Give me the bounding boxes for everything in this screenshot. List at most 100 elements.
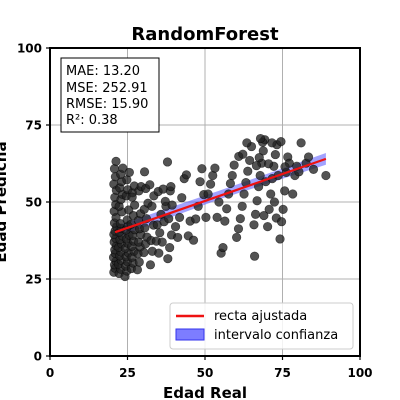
data-point: [280, 186, 290, 196]
data-point: [269, 197, 280, 207]
stats-mse: MSE: 252.91: [66, 81, 148, 96]
data-point: [188, 235, 199, 245]
data-point: [214, 197, 224, 207]
data-point: [276, 137, 286, 147]
data-point: [263, 159, 274, 169]
data-point: [212, 212, 222, 222]
legend-band-swatch: [175, 328, 205, 341]
data-point: [266, 189, 276, 199]
data-point: [132, 265, 143, 275]
x-tick-label: 25: [119, 366, 136, 380]
data-point: [278, 204, 288, 214]
data-point: [173, 232, 183, 243]
data-point: [308, 164, 319, 174]
data-point: [255, 170, 265, 181]
data-point: [139, 247, 149, 258]
data-point: [252, 196, 262, 206]
data-point: [145, 260, 156, 270]
stats-mae: MAE: 13.20: [66, 64, 140, 79]
data-point: [174, 212, 185, 222]
data-point: [239, 189, 249, 199]
data-point: [275, 234, 285, 244]
data-point: [145, 180, 155, 190]
data-point: [254, 153, 264, 163]
legend-frame: [169, 302, 354, 350]
data-point: [280, 162, 290, 172]
data-point: [222, 204, 232, 214]
x-tick-label: 75: [274, 366, 291, 380]
data-point: [203, 189, 213, 199]
data-point: [147, 201, 157, 211]
data-point: [238, 149, 248, 159]
data-point: [235, 214, 245, 224]
stats-r2: R²: 0.38: [66, 113, 118, 128]
data-point: [276, 217, 287, 227]
data-point: [124, 167, 134, 178]
data-point: [303, 152, 314, 162]
data-point: [201, 212, 211, 222]
data-point: [111, 156, 121, 166]
data-point: [154, 248, 164, 258]
data-point: [197, 164, 207, 174]
data-point: [163, 254, 173, 264]
data-point: [181, 170, 191, 180]
data-point: [255, 133, 266, 144]
data-point: [233, 224, 244, 234]
axis-ticks: 0 25 50 75 100 0 25 50 75 100: [17, 42, 373, 381]
data-point: [218, 242, 228, 253]
data-point: [251, 161, 262, 171]
y-tick-label: 75: [25, 119, 42, 133]
data-point: [166, 182, 176, 192]
x-tick-label: 0: [46, 366, 54, 380]
data-point: [225, 178, 236, 189]
data-point: [139, 167, 150, 177]
stats-box: MAE: 13.20 MSE: 252.91 RMSE: 15.90 R²: 0…: [60, 57, 160, 133]
x-axis-label: Edad Real: [163, 384, 247, 400]
y-axis-label: Edad Predicha: [0, 141, 10, 262]
data-point: [118, 163, 128, 173]
data-point: [195, 177, 205, 187]
y-tick-label: 0: [34, 350, 42, 364]
stats-rmse: RMSE: 15.90: [66, 97, 148, 112]
x-tick-label: 100: [347, 366, 372, 380]
data-point: [259, 210, 269, 221]
data-point: [321, 170, 331, 181]
data-point: [249, 220, 259, 230]
chart-title: RandomForest: [131, 24, 279, 45]
data-point: [250, 209, 261, 219]
y-tick-label: 25: [25, 273, 42, 287]
data-point: [263, 222, 273, 232]
data-point: [220, 216, 230, 226]
data-point: [140, 223, 150, 233]
data-point: [288, 189, 298, 199]
data-point: [243, 166, 253, 176]
data-point: [264, 204, 274, 214]
data-point: [130, 200, 140, 210]
data-point: [210, 163, 220, 173]
data-point: [162, 157, 173, 167]
data-point: [205, 179, 216, 189]
data-point: [245, 155, 255, 166]
data-point: [134, 257, 144, 267]
data-point: [157, 237, 167, 247]
data-point: [267, 138, 277, 148]
x-tick-label: 50: [197, 366, 214, 380]
fit-line-group: [114, 157, 327, 234]
data-point: [127, 192, 137, 202]
data-point: [296, 138, 306, 148]
data-point: [270, 149, 280, 160]
y-tick-label: 50: [25, 196, 42, 210]
data-point: [232, 232, 242, 243]
data-point: [165, 242, 175, 253]
data-point: [227, 170, 237, 181]
data-point: [177, 193, 187, 203]
data-point: [167, 200, 177, 210]
y-tick-label: 100: [17, 42, 42, 56]
data-point: [229, 160, 239, 170]
legend: recta ajustada intervalo confianza: [169, 302, 354, 350]
data-point: [191, 214, 201, 224]
data-point: [250, 251, 260, 261]
legend-band-label: intervalo confianza: [214, 328, 338, 343]
data-point: [170, 222, 181, 232]
